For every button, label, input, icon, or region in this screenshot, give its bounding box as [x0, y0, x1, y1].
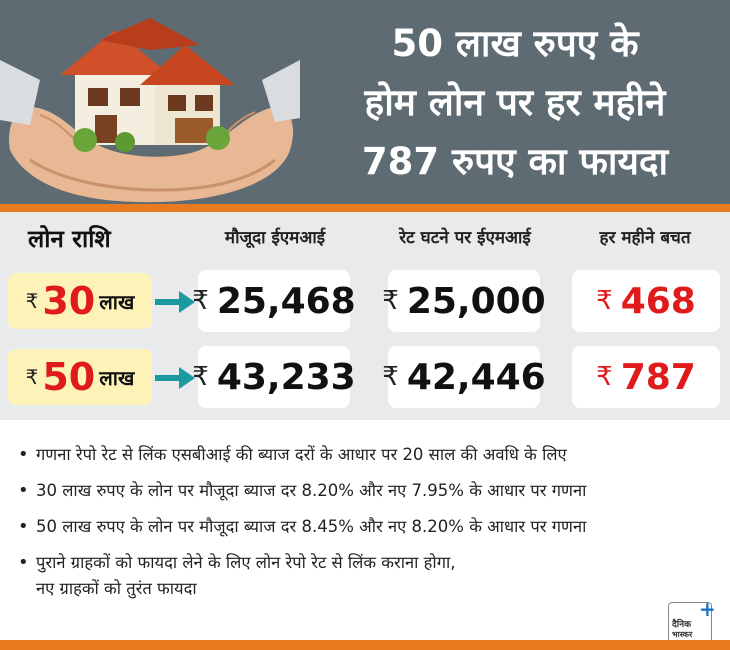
loan-amount-30-lakh: ₹ 30 लाख	[8, 273, 152, 329]
new-emi-cell: ₹ 42,446	[382, 346, 546, 408]
rupee-icon: ₹	[25, 365, 39, 389]
loan-amount-unit: लाख	[99, 365, 135, 390]
monthly-saving-cell: ₹ 787	[572, 346, 720, 408]
footnote-line: नए ग्राहकों को तुरंत फायदा	[36, 579, 197, 598]
column-header-monthly-saving: हर महीने बचत	[599, 228, 691, 248]
rupee-icon: ₹	[25, 289, 39, 313]
rupee-icon: ₹	[382, 286, 399, 316]
loan-amount-value: 50	[42, 355, 96, 399]
header-banner: 50 लाख रुपए के होम लोन पर हर महीने 787 र…	[0, 0, 730, 204]
monthly-saving-cell: ₹ 468	[572, 270, 720, 332]
loan-amount-50-lakh: ₹ 50 लाख	[8, 349, 152, 405]
current-emi-cell: ₹ 25,468	[192, 270, 356, 332]
current-emi-value: 25,468	[216, 280, 356, 322]
loan-amount-unit: लाख	[99, 289, 135, 314]
new-emi-cell: ₹ 25,000	[382, 270, 546, 332]
house-in-hands-illustration	[0, 18, 300, 203]
current-emi-value: 43,233	[216, 356, 356, 398]
monthly-saving-value: 468	[620, 280, 696, 322]
logo-text-line-1: दैनिक	[672, 620, 692, 630]
column-header-loan-amount: लोन राशि	[28, 225, 111, 253]
footnote-item: पुराने ग्राहकों को फायदा लेने के लिए लोन…	[14, 550, 714, 602]
footnotes-list: गणना रेपो रेट से लिंक एसबीआई की ब्याज दर…	[14, 442, 714, 612]
footnote-item: 30 लाख रुपए के लोन पर मौजूदा ब्याज दर 8.…	[14, 478, 714, 504]
column-header-current-emi: मौजूदा ईएमआई	[224, 228, 326, 248]
rupee-icon: ₹	[192, 286, 209, 316]
column-header-new-emi: रेट घटने पर ईएमआई	[399, 228, 531, 248]
headline-line-1: 50 लाख रुपए के	[391, 22, 639, 65]
footnote-line: पुराने ग्राहकों को फायदा लेने के लिए लोन…	[36, 553, 456, 572]
headline: 50 लाख रुपए के होम लोन पर हर महीने 787 र…	[305, 14, 725, 191]
arrow-right-icon	[155, 291, 195, 313]
rupee-icon: ₹	[596, 286, 613, 316]
header-accent-stripe	[0, 204, 730, 212]
footnote-item: गणना रेपो रेट से लिंक एसबीआई की ब्याज दर…	[14, 442, 714, 468]
new-emi-value: 25,000	[406, 280, 546, 322]
dainik-bhaskar-logo: + दैनिक भास्कर	[668, 597, 716, 644]
headline-line-3: 787 रुपए का फायदा	[361, 140, 669, 183]
loan-amount-value: 30	[42, 279, 96, 323]
footnote-item: 50 लाख रुपए के लोन पर मौजूदा ब्याज दर 8.…	[14, 514, 714, 540]
monthly-saving-value: 787	[620, 356, 696, 398]
logo-text-line-2: भास्कर	[672, 630, 693, 639]
current-emi-cell: ₹ 43,233	[192, 346, 356, 408]
new-emi-value: 42,446	[406, 356, 546, 398]
headline-line-2: होम लोन पर हर महीने	[364, 81, 666, 124]
footer-accent-stripe	[0, 640, 730, 650]
arrow-right-icon	[155, 367, 195, 389]
rupee-icon: ₹	[596, 362, 613, 392]
plus-icon: +	[699, 597, 716, 621]
rupee-icon: ₹	[382, 362, 399, 392]
rupee-icon: ₹	[192, 362, 209, 392]
